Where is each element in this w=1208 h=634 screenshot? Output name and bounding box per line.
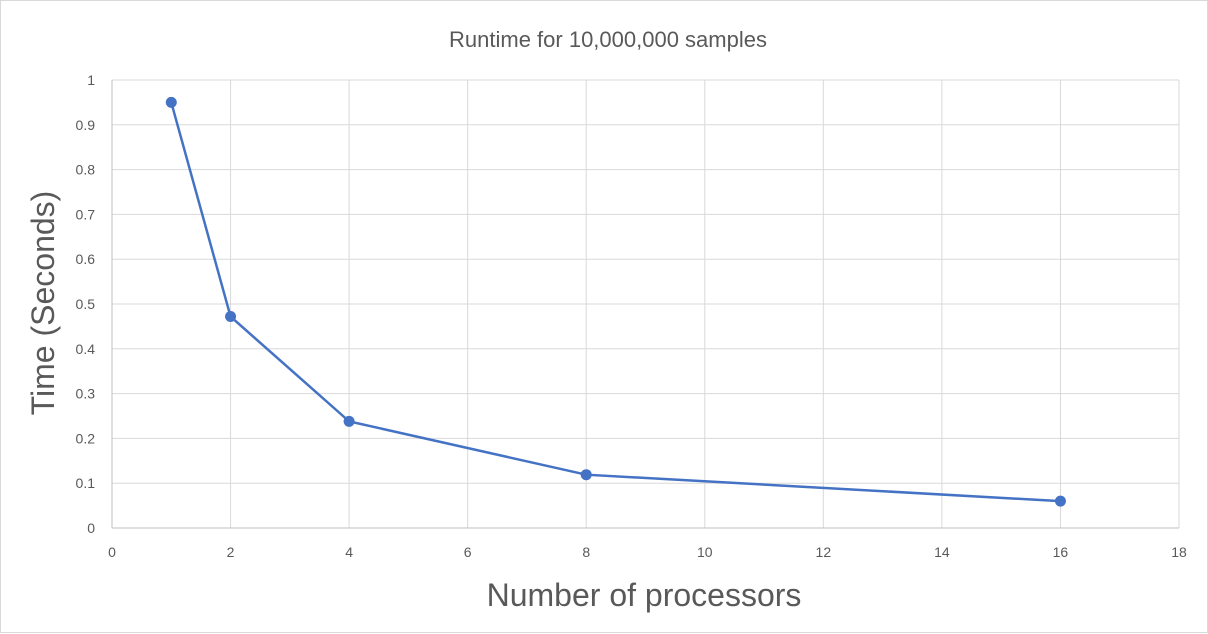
y-tick-label: 0.3 bbox=[76, 386, 96, 402]
y-tick-label: 0.5 bbox=[76, 296, 96, 312]
axis-layer bbox=[111, 80, 1179, 529]
y-tick-label: 0.6 bbox=[76, 251, 96, 267]
data-point bbox=[343, 415, 355, 427]
y-tick-label: 0.2 bbox=[76, 430, 96, 446]
x-tick-label: 6 bbox=[464, 544, 472, 560]
x-tick-label: 2 bbox=[227, 544, 235, 560]
y-tick-label: 0 bbox=[87, 520, 95, 536]
chart-title: Runtime for 10,000,000 samples bbox=[449, 27, 767, 52]
y-tick-label: 0.1 bbox=[76, 475, 96, 491]
data-point bbox=[225, 311, 237, 323]
x-tick-label: 16 bbox=[1053, 544, 1069, 560]
x-tick-label: 14 bbox=[934, 544, 950, 560]
x-tick-label: 8 bbox=[582, 544, 590, 560]
y-axis-title: Time (Seconds) bbox=[25, 191, 61, 416]
y-tick-label: 0.8 bbox=[76, 162, 96, 178]
x-tick-label: 18 bbox=[1171, 544, 1187, 560]
y-tick-label: 0.7 bbox=[76, 206, 96, 222]
series-line bbox=[170, 102, 1061, 503]
tick-label-layer: 00.10.20.30.40.50.60.70.80.910 2 4 6 8 10 12 14… bbox=[76, 72, 1187, 560]
x-tick-label: 10 bbox=[697, 544, 713, 560]
y-tick-label: 0.9 bbox=[76, 117, 96, 133]
x-tick-label: 12 bbox=[816, 544, 832, 560]
y-tick-label: 0.4 bbox=[76, 341, 96, 357]
series-layer bbox=[165, 96, 1066, 507]
x-axis-title: Number of processors bbox=[487, 577, 802, 613]
x-tick-label: 0 bbox=[108, 544, 116, 560]
data-point bbox=[165, 96, 177, 108]
grid-layer bbox=[112, 79, 1180, 528]
data-point bbox=[580, 469, 592, 481]
data-point bbox=[1054, 495, 1066, 507]
y-tick-label: 1 bbox=[87, 72, 95, 88]
x-tick-label: 4 bbox=[345, 544, 353, 560]
